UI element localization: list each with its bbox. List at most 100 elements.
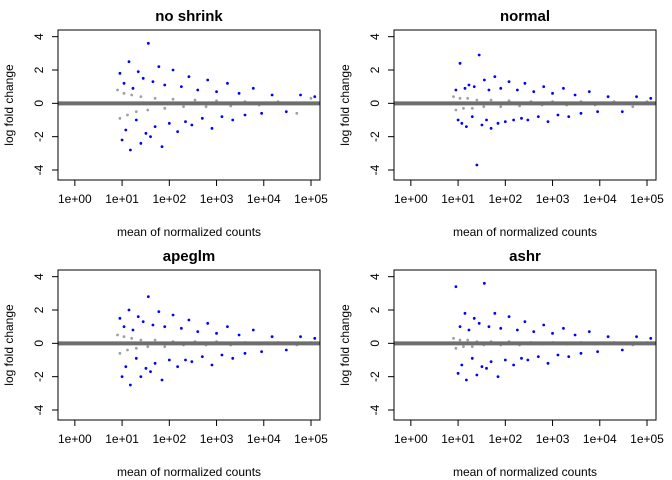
point <box>313 95 317 99</box>
point <box>122 325 126 329</box>
point <box>116 88 119 92</box>
x-tick-label: 1e+01 <box>441 192 475 206</box>
point <box>124 365 128 369</box>
point <box>458 338 462 342</box>
y-tick-label: -4 <box>32 404 46 415</box>
point <box>477 321 481 325</box>
point <box>587 330 591 334</box>
y-tick-label: 0 <box>32 100 46 107</box>
x-tick-label: 1e+00 <box>394 432 428 446</box>
point <box>190 123 194 127</box>
point <box>176 365 180 369</box>
point <box>146 108 150 112</box>
point <box>130 336 134 340</box>
point <box>299 335 302 339</box>
point <box>136 70 140 74</box>
point <box>126 348 129 352</box>
point <box>260 111 264 115</box>
point <box>452 95 455 99</box>
point <box>463 86 467 90</box>
point <box>118 116 122 120</box>
point <box>144 366 148 370</box>
point <box>460 121 464 125</box>
point <box>606 95 610 99</box>
x-tick-label: 1e+00 <box>58 432 92 446</box>
point <box>215 331 218 335</box>
point <box>507 315 511 319</box>
panel-title: apeglm <box>163 248 216 265</box>
point <box>542 323 546 327</box>
point <box>146 345 150 349</box>
y-tick-label: 2 <box>32 66 46 73</box>
point <box>151 323 155 327</box>
point <box>118 351 122 355</box>
point <box>467 328 471 332</box>
point <box>251 328 255 332</box>
point <box>210 363 214 367</box>
point <box>649 336 653 340</box>
point <box>567 115 571 119</box>
y-axis-title: log fold change <box>2 64 16 146</box>
point <box>284 110 288 114</box>
point <box>452 336 455 340</box>
point <box>464 125 468 129</box>
point <box>157 65 161 69</box>
point <box>130 93 134 97</box>
point <box>131 328 135 332</box>
point <box>526 118 530 122</box>
point <box>284 348 288 352</box>
point <box>477 53 481 57</box>
point <box>141 320 145 324</box>
y-tick-label: 2 <box>32 306 46 313</box>
point <box>163 106 167 110</box>
point <box>136 315 140 319</box>
x-tick-label: 1e+01 <box>105 432 139 446</box>
point <box>493 311 497 315</box>
point <box>489 126 493 130</box>
y-tick-label: 0 <box>368 340 382 347</box>
points <box>58 41 320 152</box>
point <box>163 83 167 87</box>
point <box>470 115 474 119</box>
x-tick-label: 1e+00 <box>394 192 428 206</box>
point <box>163 345 167 349</box>
x-tick-label: 1e+03 <box>200 192 234 206</box>
point <box>124 128 128 132</box>
panel-title: normal <box>500 8 550 25</box>
x-tick-label: 1e+03 <box>536 432 570 446</box>
point <box>220 353 224 357</box>
point <box>487 325 491 329</box>
panel-title: ashr <box>509 248 541 265</box>
y-tick-label: -2 <box>32 131 46 142</box>
point <box>309 96 313 100</box>
y-tick-label: 2 <box>368 306 382 313</box>
y-tick-label: 0 <box>368 100 382 107</box>
point <box>467 83 471 87</box>
point <box>464 378 468 382</box>
y-tick-label: 4 <box>32 273 46 280</box>
y-tick-label: -2 <box>368 131 382 142</box>
x-tick-label: 1e+03 <box>536 192 570 206</box>
point <box>567 355 571 359</box>
point <box>463 311 467 315</box>
point <box>499 86 503 90</box>
point <box>220 115 224 119</box>
point <box>153 361 157 365</box>
point <box>573 93 577 97</box>
point <box>487 88 491 92</box>
point <box>243 113 247 117</box>
point <box>515 88 519 92</box>
point <box>454 88 458 92</box>
point <box>499 326 503 330</box>
point <box>470 345 474 349</box>
y-tick-label: 4 <box>368 33 382 40</box>
point <box>536 115 540 119</box>
point <box>243 351 247 355</box>
point <box>475 373 479 377</box>
point <box>134 356 138 360</box>
point <box>200 355 204 359</box>
y-tick-label: 4 <box>368 273 382 280</box>
point <box>182 105 185 109</box>
point <box>226 325 229 329</box>
y-axis-title: log fold change <box>338 304 352 386</box>
